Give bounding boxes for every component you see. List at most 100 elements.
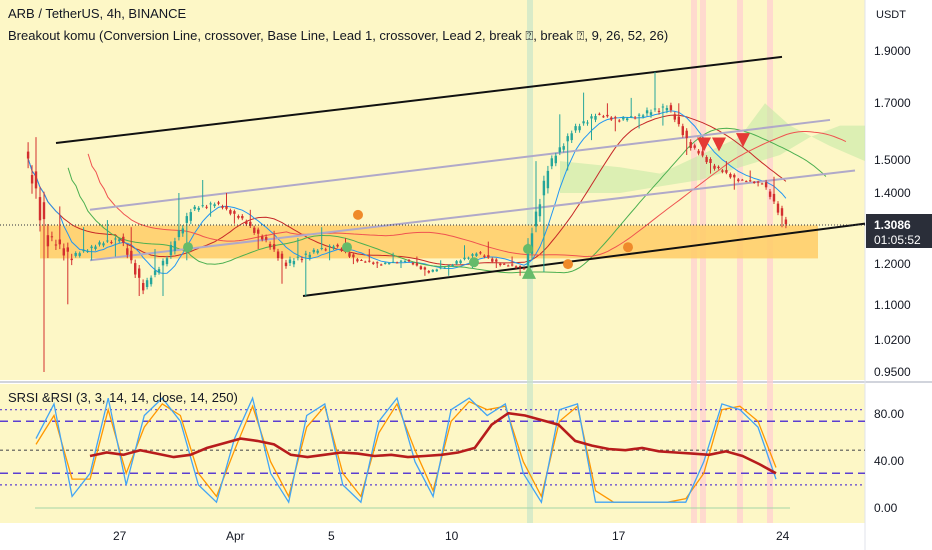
- candle-body-115[interactable]: [483, 255, 486, 257]
- candle-body-121[interactable]: [507, 265, 510, 267]
- candle-body-117[interactable]: [491, 258, 494, 262]
- candle-body-37[interactable]: [173, 241, 177, 251]
- candle-body-132[interactable]: [550, 158, 553, 167]
- candle-body-35[interactable]: [165, 258, 169, 265]
- channel-upper-gray[interactable]: [89, 118, 831, 211]
- candle-body-173[interactable]: [713, 165, 716, 169]
- candle-body-90[interactable]: [384, 262, 387, 264]
- candle-body-29[interactable]: [142, 283, 145, 291]
- candle-body-40[interactable]: [185, 216, 188, 223]
- candle-body-49[interactable]: [221, 206, 224, 208]
- candle-body-129[interactable]: [538, 204, 542, 217]
- candle-body-188[interactable]: [772, 193, 776, 202]
- stoch-k-line[interactable]: [35, 396, 777, 504]
- candle-body-106[interactable]: [447, 265, 450, 267]
- candle-body-41[interactable]: [189, 212, 192, 221]
- candle-body-87[interactable]: [372, 262, 375, 264]
- candle-body-24[interactable]: [122, 236, 125, 243]
- candle-body-170[interactable]: [701, 151, 704, 156]
- candle-body-54[interactable]: [241, 216, 244, 219]
- candle-body-12[interactable]: [74, 253, 77, 256]
- candle-body-62[interactable]: [272, 244, 276, 250]
- rsi-series[interactable]: [35, 396, 777, 504]
- candle-body-101[interactable]: [427, 271, 430, 273]
- candle-body-47[interactable]: [213, 204, 216, 207]
- candle-body-34[interactable]: [161, 260, 165, 266]
- candle-body-65[interactable]: [284, 262, 288, 267]
- candle-body-169[interactable]: [697, 150, 700, 154]
- candle-body-11[interactable]: [70, 258, 73, 261]
- channel-upper-black[interactable]: [55, 55, 783, 145]
- candle-body-18[interactable]: [98, 242, 101, 245]
- candle-body-93[interactable]: [395, 262, 399, 264]
- candle-body-154[interactable]: [637, 114, 641, 116]
- candle-body-157[interactable]: [649, 112, 653, 115]
- candle-body-99[interactable]: [419, 266, 423, 270]
- candle-body-74[interactable]: [320, 248, 323, 249]
- candle-body-181[interactable]: [745, 181, 748, 183]
- trend-channel[interactable]: [55, 55, 866, 297]
- candle-body-96[interactable]: [407, 260, 411, 262]
- candle-body-33[interactable]: [157, 269, 161, 273]
- candle-body-151[interactable]: [626, 118, 629, 121]
- candle-body-185[interactable]: [760, 183, 764, 185]
- candle-body-25[interactable]: [126, 248, 129, 255]
- candle-body-17[interactable]: [94, 246, 97, 250]
- candle-body-50[interactable]: [225, 206, 228, 209]
- candle-body-21[interactable]: [110, 242, 113, 244]
- candle-body-0[interactable]: [26, 151, 30, 159]
- channel-lower-gray[interactable]: [89, 169, 856, 262]
- candle-body-150[interactable]: [622, 117, 625, 120]
- candle-body-22[interactable]: [114, 238, 117, 240]
- candle-body-133[interactable]: [554, 155, 557, 164]
- candle-body-112[interactable]: [471, 254, 474, 256]
- candle-body-189[interactable]: [776, 203, 780, 213]
- candle-body-13[interactable]: [78, 253, 81, 256]
- candle-body-160[interactable]: [661, 106, 665, 108]
- candle-body-159[interactable]: [657, 110, 661, 112]
- candle-body-127[interactable]: [530, 233, 534, 254]
- candle-body-70[interactable]: [304, 253, 307, 255]
- candle-body-38[interactable]: [177, 230, 181, 238]
- candle-body-138[interactable]: [574, 126, 577, 131]
- candle-body-165[interactable]: [681, 126, 684, 136]
- candle-body-71[interactable]: [308, 254, 311, 258]
- candle-body-51[interactable]: [229, 210, 232, 214]
- candle-body-27[interactable]: [134, 263, 137, 275]
- rsi-line[interactable]: [89, 411, 777, 475]
- candle-body-78[interactable]: [336, 244, 339, 247]
- candle-body-43[interactable]: [197, 207, 200, 210]
- candle-body-130[interactable]: [542, 180, 546, 196]
- candle-body-176[interactable]: [725, 170, 728, 173]
- candle-body-9[interactable]: [62, 248, 65, 256]
- candle-body-3[interactable]: [38, 197, 42, 221]
- candle-body-66[interactable]: [288, 259, 292, 264]
- candle-body-60[interactable]: [265, 237, 268, 240]
- candle-body-174[interactable]: [717, 166, 720, 168]
- candle-body-177[interactable]: [729, 174, 732, 178]
- candle-body-105[interactable]: [443, 267, 446, 269]
- candle-body-26[interactable]: [130, 250, 133, 261]
- candle-body-163[interactable]: [673, 114, 676, 120]
- candle-body-88[interactable]: [376, 262, 379, 264]
- candle-body-55[interactable]: [245, 221, 248, 225]
- candle-body-30[interactable]: [145, 280, 149, 287]
- candle-body-147[interactable]: [610, 117, 613, 120]
- candle-body-58[interactable]: [257, 229, 260, 234]
- candle-body-175[interactable]: [721, 170, 724, 172]
- candle-body-23[interactable]: [118, 239, 121, 242]
- candle-body-166[interactable]: [685, 130, 688, 139]
- candle-body-107[interactable]: [451, 264, 454, 267]
- channel-lower-black[interactable]: [302, 222, 866, 297]
- candle-body-102[interactable]: [431, 269, 434, 272]
- candle-body-73[interactable]: [316, 250, 319, 253]
- candle-body-146[interactable]: [606, 114, 609, 117]
- candle-body-109[interactable]: [459, 260, 462, 264]
- candle-body-148[interactable]: [614, 117, 617, 119]
- candle-body-8[interactable]: [58, 239, 61, 245]
- candle-body-20[interactable]: [106, 240, 109, 242]
- candle-body-89[interactable]: [380, 264, 383, 266]
- candle-body-82[interactable]: [352, 254, 355, 258]
- candle-body-59[interactable]: [261, 236, 264, 240]
- candle-body-48[interactable]: [217, 202, 220, 204]
